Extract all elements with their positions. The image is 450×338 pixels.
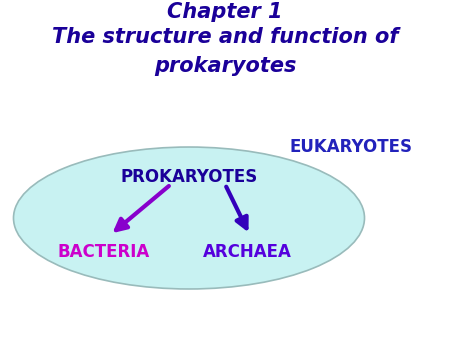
Ellipse shape [14, 147, 364, 289]
Text: EUKARYOTES: EUKARYOTES [289, 138, 413, 156]
Text: ARCHAEA: ARCHAEA [203, 243, 292, 261]
Text: PROKARYOTES: PROKARYOTES [121, 168, 257, 187]
Text: The structure and function of: The structure and function of [52, 27, 398, 47]
Text: BACTERIA: BACTERIA [58, 243, 149, 261]
Text: prokaryotes: prokaryotes [154, 56, 296, 76]
Text: Chapter 1: Chapter 1 [167, 2, 283, 22]
